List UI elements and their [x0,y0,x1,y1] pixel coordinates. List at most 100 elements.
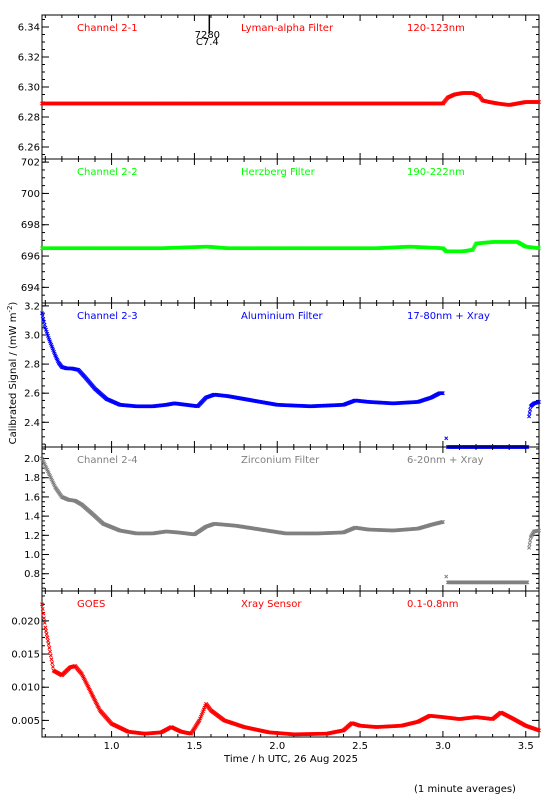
panel-label: Herzberg Filter [241,167,316,178]
panel-label: Channel 2-3 [77,311,138,322]
panel-label: 0.1-0.8nm [407,599,459,610]
panel-label: Xray Sensor [241,599,302,610]
panel-label: 120-123nm [407,23,465,34]
data-point [50,664,55,669]
data-point [42,620,47,625]
panel-label: Aluminium Filter [241,311,324,322]
panel-label: 17-80nm + Xray [407,311,490,322]
x-tick-label: 1.5 [186,741,202,752]
x-axis-title: Time / h UTC, 26 Aug 2025 [223,754,358,765]
data-point [525,580,530,585]
data-point [45,635,50,640]
panel-label: GOES [77,599,105,610]
data-point [42,319,46,324]
series-markers [40,240,541,254]
y-tick-label: 702 [21,158,40,169]
panel-4: 0.8 1.0 1.2 1.4 1.6 1.8 2.0 Channel 2-4 Zirconiu… [24,446,541,592]
y-tick-label: 6.26 [18,143,40,154]
data-point [537,399,541,404]
panels: 6.26 6.28 6.30 6.32 6.34 Channel 2-1 Lyman-alp… [11,14,541,752]
y-tick-label: 2.8 [24,360,40,371]
data-point [43,625,48,630]
data-point [527,411,532,416]
y-tick-label: 6.30 [18,83,40,94]
data-point [40,602,44,607]
data-point [40,606,45,611]
x-tick-label: 3.5 [518,741,534,752]
series-markers [40,456,541,585]
data-point [41,611,46,616]
series-markers [40,311,541,449]
data-point [48,649,53,654]
panel-label: Zirconium Filter [241,455,320,466]
x-tick-label: 3.0 [435,741,451,752]
data-point [536,100,541,104]
panel-label: Channel 2-1 [77,23,138,34]
y-tick-label: 1.4 [24,512,40,523]
data-point [527,542,532,547]
y-tick-label: 1.6 [24,492,40,503]
panel-5: 0.005 0.010 0.015 0.020 1.0 1.5 2.0 2.5 3.0 3.5 GO… [11,590,541,752]
x-tick-label: 2.0 [269,741,285,752]
plot-frame [41,158,540,304]
y-tick-label: 1.2 [24,531,40,542]
data-point [40,314,45,319]
y-axis-title: Calibrated Signal / (mW m-2) [6,302,19,445]
data-point [440,519,445,524]
data-point [49,657,54,662]
data-point [46,638,50,643]
panel-label: Channel 2-4 [77,455,138,466]
data-point [527,414,532,419]
data-point [48,653,53,658]
data-point [42,322,47,327]
data-point [524,580,529,585]
y-tick-label: 0.005 [11,716,40,727]
footnote: (1 minute averages) [414,784,516,795]
data-point [47,645,52,650]
data-point [46,642,51,647]
y-tick-label: 2.0 [24,454,40,465]
panel-label: 190-222nm [407,167,465,178]
panel-label: 6-20nm + Xray [407,455,484,466]
panel-label: Channel 2-2 [77,167,138,178]
data-point [528,538,533,543]
y-tick-label: 0.010 [11,683,40,694]
event-annotation-bottom: C7.4 [196,37,219,48]
y-tick-label: 0.8 [24,569,40,580]
y-tick-label: 6.28 [18,113,40,124]
plot-frame [41,446,540,592]
data-point [440,391,445,396]
y-tick-label: 696 [21,252,40,263]
y-tick-label: 6.34 [18,23,40,34]
data-point [41,317,46,321]
plot-frame [41,302,540,448]
panel-1: 6.26 6.28 6.30 6.32 6.34 Channel 2-1 Lyman-alp… [18,14,541,160]
data-point [528,407,533,412]
panel-2: 694 696 698 700 702 Channel 2-2 Herzberg Filte… [21,158,541,304]
y-tick-label: 1.8 [24,473,40,484]
plot-frame [41,14,540,160]
y-axis-title-superscript: -2 [6,306,14,313]
y-tick-label: 2.6 [24,389,40,400]
y-tick-label: 2.4 [24,418,40,429]
data-point [537,728,541,733]
data-point [527,545,532,550]
y-axis-title-main: Calibrated Signal / (mW m [8,313,19,445]
data-point [42,616,46,621]
series-markers [40,91,541,107]
x-tick-label: 1.0 [104,741,120,752]
data-point [40,311,44,316]
event-annotation-top: 7280 [195,30,220,41]
data-point [44,632,49,637]
panel-label: Lyman-alpha Filter [241,23,334,34]
data-point [537,528,541,533]
data-point [50,661,55,666]
panel-3: 2.4 2.6 2.8 3.0 3.2 Channel 2-3 Aluminium Filt… [24,301,541,449]
x-tick-label: 2.5 [352,741,368,752]
plot-frame [41,590,540,738]
y-tick-label: 6.32 [18,53,40,64]
data-point [537,246,541,251]
y-tick-label: 0.020 [11,616,40,627]
data-point [444,574,449,579]
